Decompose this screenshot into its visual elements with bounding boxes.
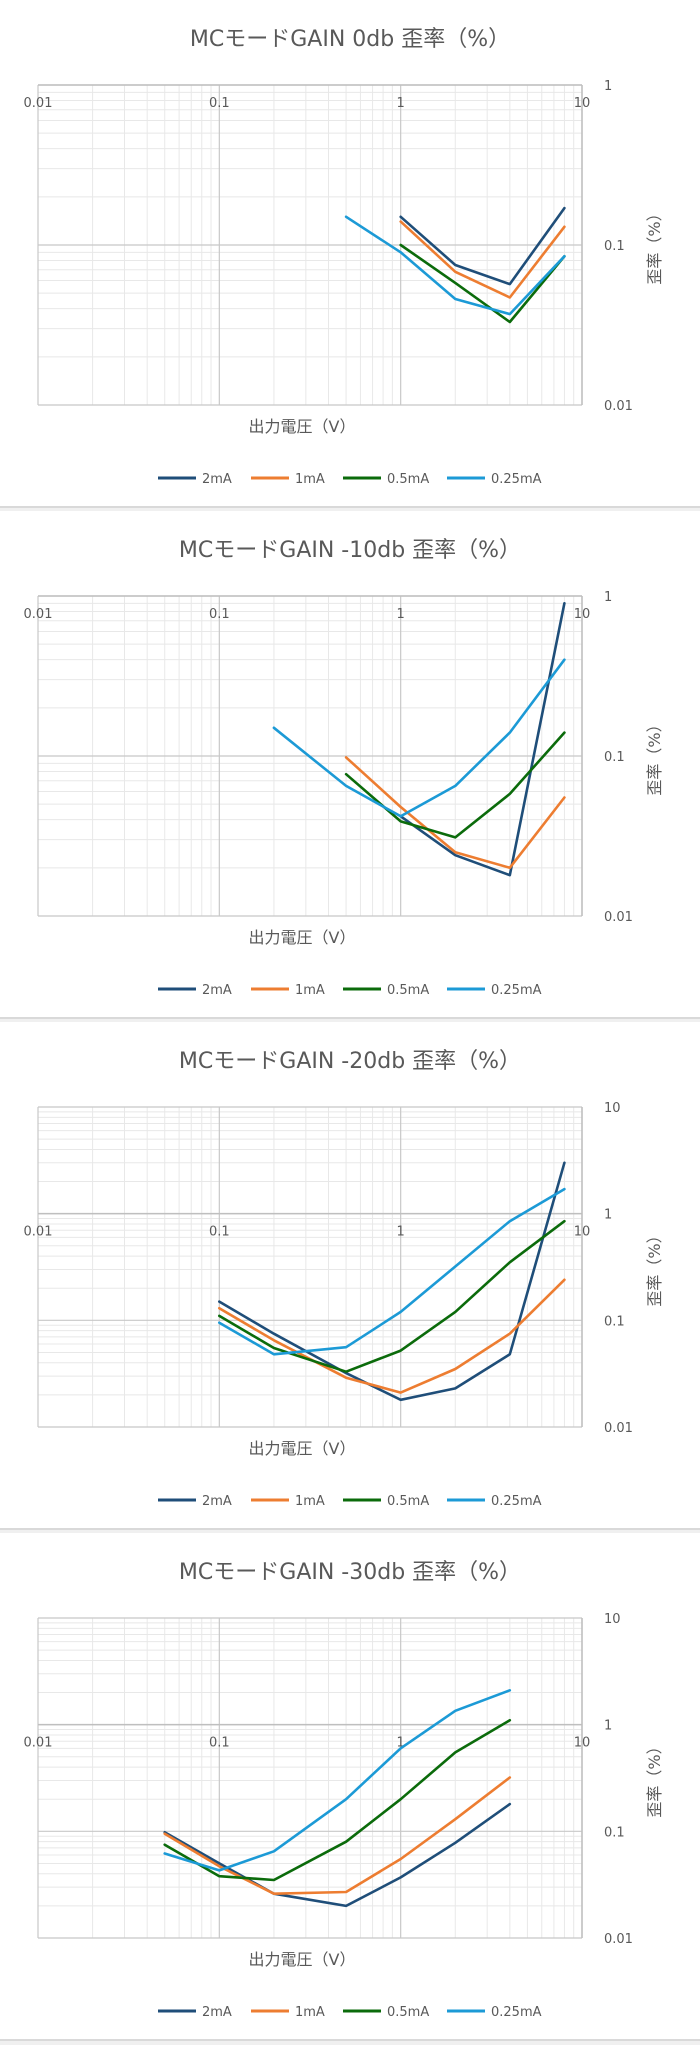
series-line-2mA (219, 1163, 564, 1400)
legend: 2mA 1mA 0.5mA 0.25mA (158, 1494, 542, 1509)
y-tick-label: 0.1 (604, 1314, 625, 1329)
legend-label-0.25mA: 0.25mA (491, 2005, 542, 2020)
major-grid (38, 1618, 582, 1938)
chart-panel-1: MCモードGAIN 0db 歪率（%） 0.01 0.1 1 10 0.01 0.1 1 出力電… (0, 0, 700, 508)
x-tick-label: 0.01 (24, 1736, 53, 1751)
y-tick-label: 10 (604, 1612, 621, 1627)
legend-label-0.5mA: 0.5mA (387, 472, 429, 487)
y-tick-label: 1 (604, 590, 612, 605)
x-axis-title: 出力電圧（V） (249, 417, 356, 436)
chart-1: MCモードGAIN 0db 歪率（%） 0.01 0.1 1 10 0.01 0.1 1 出力電… (0, 0, 700, 508)
minor-grid (38, 1618, 582, 1938)
chart-title: MCモードGAIN -20db 歪率（%） (179, 1049, 521, 1074)
chart-panel-2: MCモードGAIN -10db 歪率（%） 0.01 0.1 1 10 0.01 0.1 1 出… (0, 511, 700, 1019)
chart-title: MCモードGAIN -30db 歪率（%） (179, 1560, 521, 1585)
x-tick-label: 0.1 (209, 96, 230, 111)
x-axis-title: 出力電圧（V） (249, 928, 356, 947)
x-tick-label: 10 (574, 607, 591, 622)
x-tick-label: 0.01 (24, 607, 53, 622)
chart-2: MCモードGAIN -10db 歪率（%） 0.01 0.1 1 10 0.01 0.1 1 出… (0, 511, 700, 1019)
x-axis-title: 出力電圧（V） (249, 1439, 356, 1458)
y-tick-label: 1 (604, 1719, 612, 1734)
y-tick-label: 0.1 (604, 239, 625, 254)
x-tick-label: 0.1 (209, 607, 230, 622)
legend-label-2mA: 2mA (202, 983, 232, 998)
x-tick-label: 10 (574, 1225, 591, 1240)
series-line-0.25mA (274, 660, 565, 817)
legend-label-0.5mA: 0.5mA (387, 983, 429, 998)
legend: 2mA 1mA 0.5mA 0.25mA (158, 983, 542, 998)
legend: 2mA 1mA 0.5mA 0.25mA (158, 2005, 542, 2020)
x-tick-label: 1 (397, 96, 405, 111)
minor-grid (38, 1107, 582, 1427)
x-tick-label: 0.1 (209, 1736, 230, 1751)
chart-title: MCモードGAIN 0db 歪率（%） (190, 27, 510, 52)
y-axis-title: 歪率（%） (645, 1738, 664, 1817)
legend: 2mA 1mA 0.5mA 0.25mA (158, 472, 542, 487)
legend-label-1mA: 1mA (295, 983, 325, 998)
series-line-0.5mA (219, 1221, 564, 1372)
legend-label-1mA: 1mA (295, 1494, 325, 1509)
legend-label-0.5mA: 0.5mA (387, 1494, 429, 1509)
legend-label-0.5mA: 0.5mA (387, 2005, 429, 2020)
legend-label-2mA: 2mA (202, 472, 232, 487)
y-tick-label: 10 (604, 1101, 621, 1116)
x-tick-label: 0.01 (24, 96, 53, 111)
legend-label-2mA: 2mA (202, 1494, 232, 1509)
legend-label-1mA: 1mA (295, 2005, 325, 2020)
x-axis-title: 出力電圧（V） (249, 1950, 356, 1969)
series-line-1mA (165, 1778, 510, 1894)
x-tick-label: 10 (574, 96, 591, 111)
series-group (219, 1163, 564, 1400)
y-tick-label: 1 (604, 1208, 612, 1223)
y-tick-label: 0.01 (604, 1421, 633, 1436)
major-grid (38, 1107, 582, 1427)
legend-label-0.25mA: 0.25mA (491, 1494, 542, 1509)
chart-title: MCモードGAIN -10db 歪率（%） (179, 538, 521, 563)
legend-label-0.25mA: 0.25mA (491, 472, 542, 487)
y-tick-label: 0.1 (604, 1825, 625, 1840)
y-tick-label: 0.1 (604, 750, 625, 765)
y-tick-label: 0.01 (604, 1932, 633, 1947)
x-tick-label: 1 (397, 607, 405, 622)
x-tick-label: 0.1 (209, 1225, 230, 1240)
legend-label-2mA: 2mA (202, 2005, 232, 2020)
legend-label-0.25mA: 0.25mA (491, 983, 542, 998)
y-tick-label: 0.01 (604, 910, 633, 925)
x-tick-label: 1 (397, 1225, 405, 1240)
y-axis-title: 歪率（%） (645, 716, 664, 795)
legend-label-1mA: 1mA (295, 472, 325, 487)
y-tick-label: 1 (604, 79, 612, 94)
y-axis-title: 歪率（%） (645, 205, 664, 284)
x-tick-label: 0.01 (24, 1225, 53, 1240)
y-tick-label: 0.01 (604, 399, 633, 414)
y-axis-title: 歪率（%） (645, 1227, 664, 1306)
x-tick-label: 10 (574, 1736, 591, 1751)
